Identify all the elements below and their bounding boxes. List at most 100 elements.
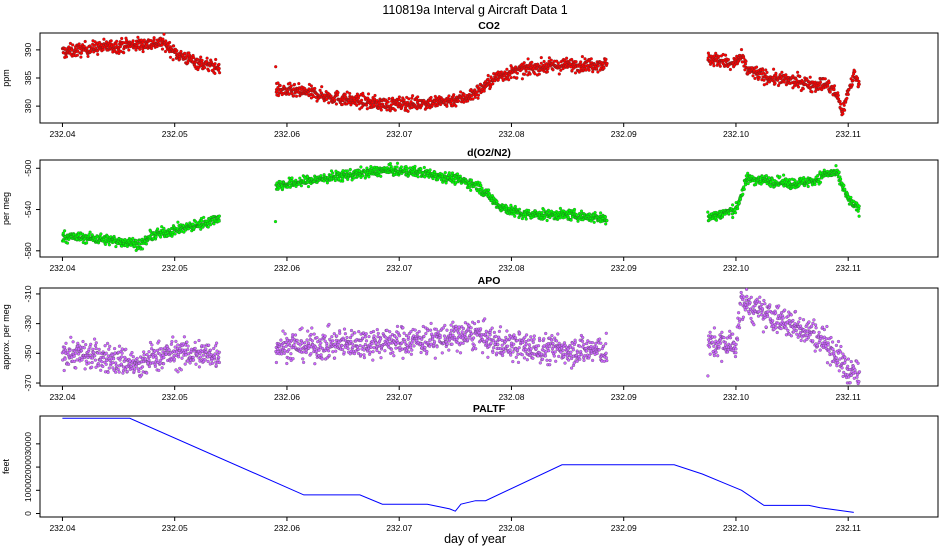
- data-point: [538, 361, 542, 365]
- data-point: [294, 94, 299, 98]
- data-point: [274, 360, 279, 365]
- data-point: [423, 345, 427, 350]
- data-point: [371, 358, 375, 362]
- data-point: [426, 329, 430, 333]
- data-point: [491, 350, 495, 355]
- data-point: [97, 347, 101, 352]
- data-point: [320, 85, 324, 89]
- data-point: [74, 366, 78, 370]
- data-point: [516, 360, 521, 365]
- data-point: [103, 344, 107, 348]
- data-point: [853, 69, 857, 74]
- data-point: [801, 87, 805, 91]
- data-point: [291, 94, 296, 98]
- data-point: [352, 351, 357, 356]
- data-point: [845, 96, 849, 100]
- data-point: [580, 54, 585, 59]
- data-point: [92, 337, 97, 341]
- data-point: [205, 59, 209, 64]
- data-point: [353, 331, 357, 335]
- data-point: [594, 66, 599, 71]
- data-point: [429, 321, 433, 326]
- data-point: [159, 347, 164, 351]
- data-point: [857, 214, 861, 218]
- data-point: [104, 362, 108, 366]
- data-point: [359, 165, 363, 169]
- data-point: [406, 350, 411, 354]
- data-point: [428, 328, 433, 332]
- data-point: [158, 235, 163, 239]
- data-point: [169, 342, 174, 346]
- data-point: [828, 90, 832, 94]
- data-point: [155, 227, 160, 231]
- data-point: [773, 81, 777, 85]
- data-point: [107, 243, 112, 247]
- data-point: [197, 338, 201, 343]
- data-point: [564, 56, 569, 60]
- data-point: [733, 211, 738, 215]
- data-point: [291, 357, 295, 361]
- data-point: [401, 356, 405, 360]
- data-point: [118, 44, 123, 49]
- data-point: [405, 166, 409, 171]
- data-point: [167, 348, 171, 352]
- data-point: [131, 355, 135, 359]
- data-point: [500, 353, 505, 358]
- data-point: [137, 369, 141, 374]
- x-tick-label: 232.09: [611, 263, 637, 273]
- y-tick-label: 380: [23, 99, 33, 113]
- data-point: [542, 337, 546, 341]
- data-point: [512, 333, 516, 337]
- data-point: [279, 338, 283, 342]
- data-point: [554, 359, 558, 363]
- data-point: [456, 331, 461, 335]
- data-point: [325, 181, 330, 185]
- x-tick-label: 232.06: [274, 129, 300, 139]
- data-point: [461, 326, 466, 331]
- data-point: [349, 339, 353, 344]
- data-point: [515, 338, 519, 343]
- data-point: [435, 345, 439, 349]
- data-point: [550, 333, 554, 338]
- data-point: [202, 65, 207, 70]
- data-point: [189, 347, 194, 351]
- data-point: [182, 335, 187, 339]
- data-point: [385, 108, 389, 112]
- data-point: [432, 340, 437, 344]
- data-point: [472, 321, 477, 326]
- data-point: [310, 326, 314, 330]
- data-point: [326, 349, 331, 353]
- data-point: [512, 342, 516, 346]
- data-point: [476, 93, 481, 97]
- data-point: [76, 341, 80, 345]
- data-point: [325, 341, 329, 346]
- data-point: [832, 84, 837, 88]
- data-point: [838, 177, 843, 181]
- data-point: [154, 355, 158, 360]
- data-point: [434, 327, 438, 331]
- data-point: [340, 343, 344, 348]
- data-point: [330, 335, 334, 339]
- x-tick-label: 232.09: [611, 129, 637, 139]
- data-point: [331, 350, 335, 354]
- y-axis-label: per meg: [1, 192, 11, 225]
- data-point: [500, 343, 504, 347]
- data-point: [544, 350, 548, 354]
- data-point: [781, 173, 786, 177]
- data-point: [173, 232, 177, 236]
- data-point: [428, 168, 432, 172]
- x-tick-label: 232.09: [611, 392, 637, 402]
- data-point: [274, 65, 278, 69]
- data-point: [87, 361, 91, 365]
- data-point: [91, 347, 95, 351]
- data-point: [557, 354, 561, 359]
- data-point: [217, 360, 222, 365]
- data-point: [212, 355, 217, 359]
- data-point: [717, 54, 721, 58]
- data-point: [515, 71, 520, 75]
- data-point: [71, 340, 75, 344]
- data-point: [88, 353, 93, 357]
- data-point: [469, 332, 474, 336]
- data-point: [737, 201, 741, 205]
- data-point: [175, 49, 179, 53]
